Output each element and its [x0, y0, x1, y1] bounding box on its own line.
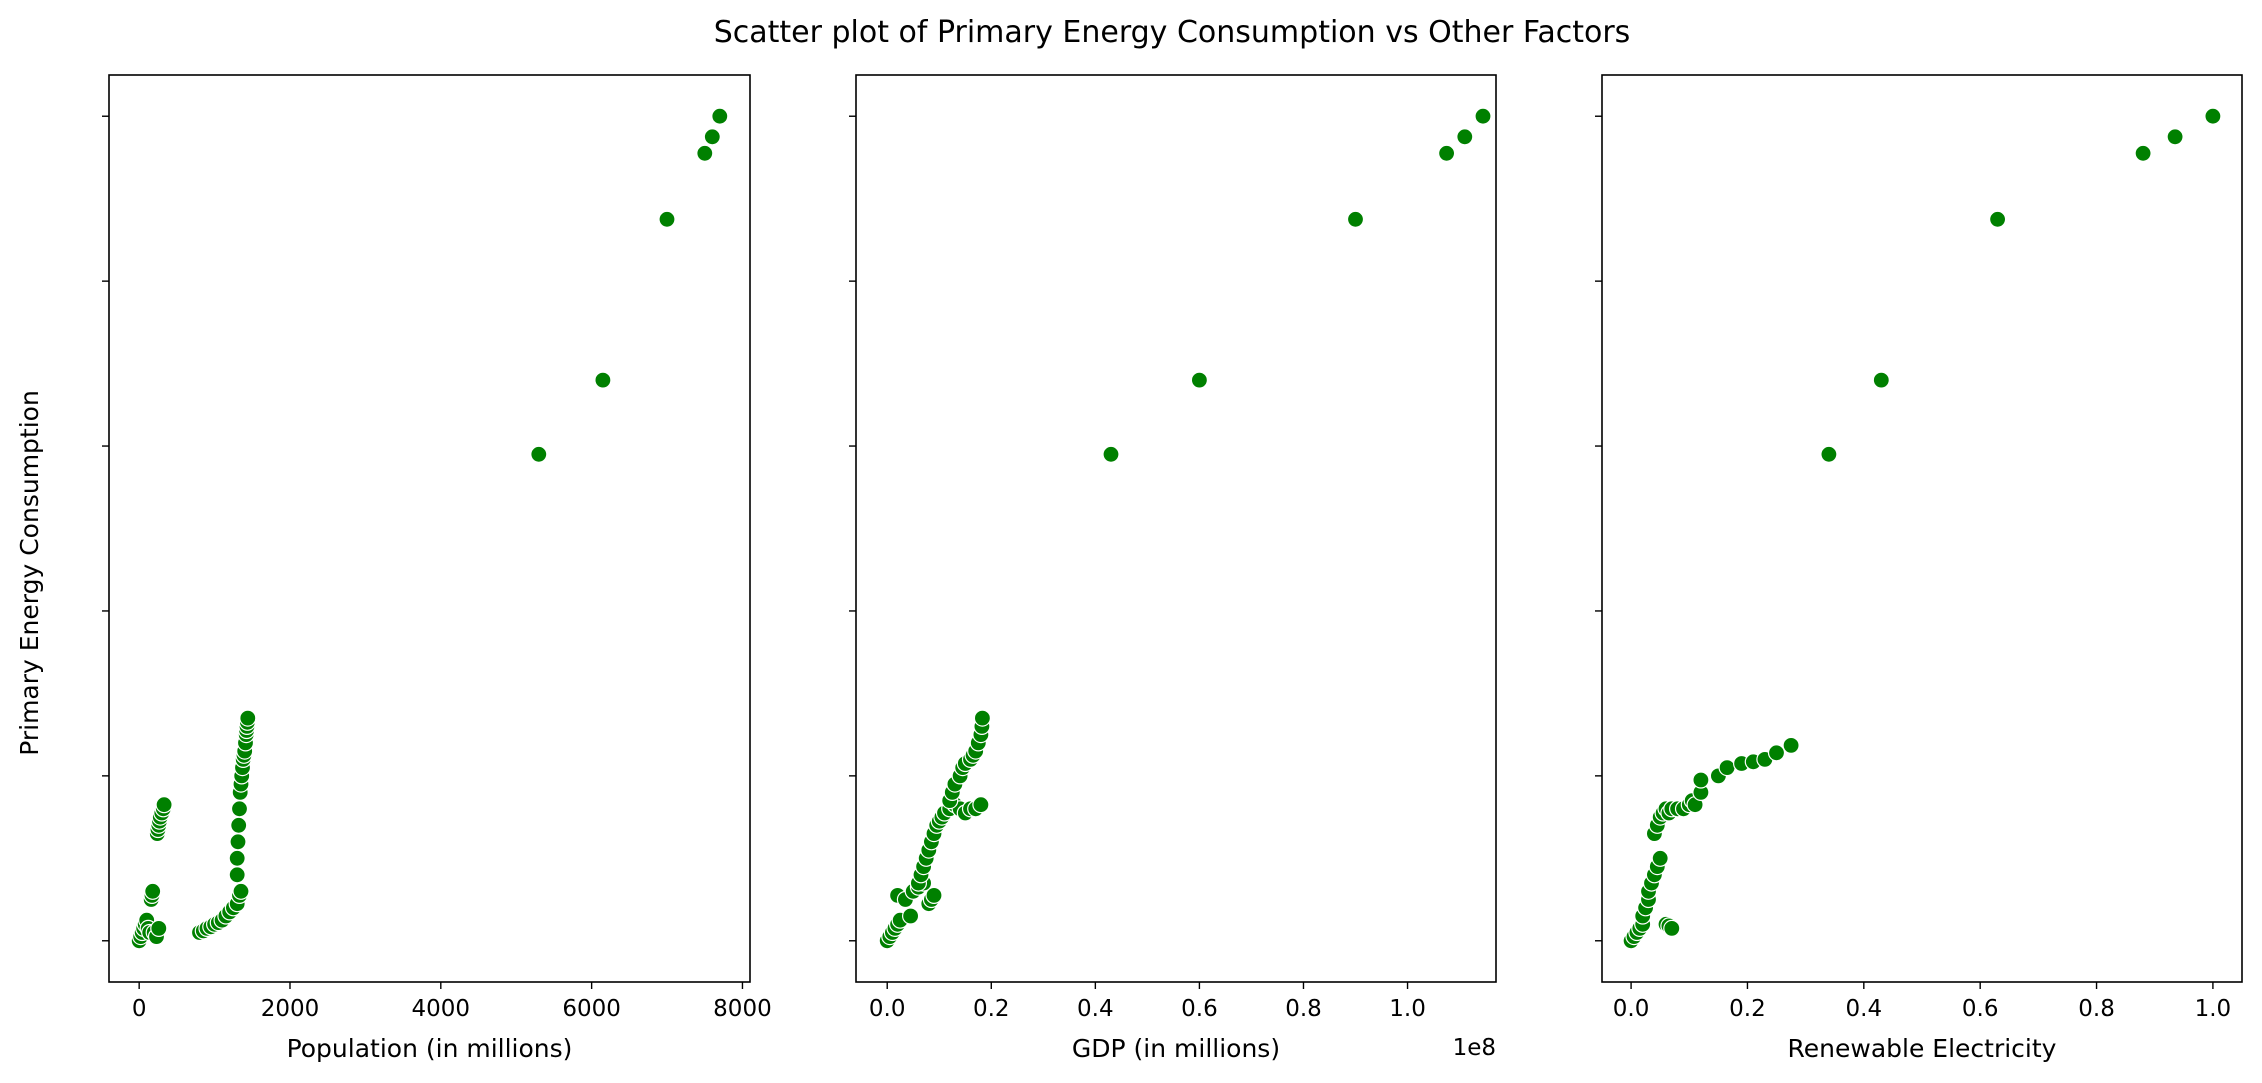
data-point	[973, 709, 992, 727]
data-point	[1782, 736, 1800, 755]
data-point	[230, 816, 248, 834]
scatter-points	[1622, 107, 2222, 950]
data-point	[155, 796, 173, 814]
x-tick-label: 1.0	[1389, 996, 1426, 1022]
x-tick-label: 0.0	[869, 996, 906, 1022]
axes-frame	[108, 74, 751, 983]
y-axis-label: Primary Energy Consumption	[15, 390, 44, 756]
x-tick-label: 4000	[412, 996, 471, 1022]
data-point	[232, 882, 250, 900]
x-tick-label: 0.6	[1181, 996, 1218, 1022]
data-point	[228, 849, 246, 867]
data-point	[229, 833, 247, 851]
x-tick-label: 0.4	[1077, 996, 1114, 1022]
data-point	[239, 709, 257, 727]
x-tick-label: 0.2	[1729, 996, 1766, 1022]
data-point	[1663, 919, 1681, 938]
subplot-3: 0.0 0.2 0.4 0.6 0.8 1.0 Renewable Electricity	[1595, 74, 2243, 1063]
data-point	[228, 866, 246, 884]
x-tick-label: 0.2	[973, 996, 1010, 1022]
data-point	[1767, 744, 1786, 762]
data-point	[972, 796, 990, 814]
data-point	[901, 907, 920, 925]
data-point	[703, 128, 721, 146]
data-point	[711, 107, 729, 125]
data-point	[2134, 144, 2152, 162]
data-point	[1718, 758, 1736, 777]
data-point	[1651, 849, 1669, 867]
data-point	[1474, 107, 1492, 125]
x-axis-label: GDP (in millions)	[1072, 1034, 1280, 1063]
x-offset-text: 1e8	[1453, 1035, 1496, 1061]
x-tick-label: 2000	[261, 996, 320, 1022]
data-point	[1456, 128, 1474, 146]
data-point	[1346, 210, 1365, 228]
scatter-points	[878, 107, 1492, 950]
scatter-points	[130, 107, 729, 950]
x-tick-label: 0.8	[2078, 996, 2115, 1022]
data-point	[1102, 445, 1120, 463]
data-point	[2204, 107, 2222, 125]
data-point	[1692, 771, 1710, 789]
x-tick-label: 0.8	[1285, 996, 1322, 1022]
data-point	[150, 919, 168, 938]
data-point	[530, 445, 548, 463]
x-axis-label: Population (in millions)	[287, 1034, 573, 1063]
data-point	[925, 886, 943, 905]
data-point	[1872, 371, 1890, 389]
x-tick-label: 1.0	[2195, 996, 2232, 1022]
data-point	[2166, 128, 2184, 146]
data-point	[1988, 210, 2007, 228]
data-point	[1190, 371, 1209, 389]
axes-frame	[1601, 74, 2243, 983]
x-tick-label: 8000	[713, 996, 772, 1022]
figure-title: Scatter plot of Primary Energy Consumpti…	[714, 15, 1631, 50]
axes-frame	[855, 74, 1497, 983]
x-tick-label: 0.0	[1613, 996, 1650, 1022]
x-tick-label: 6000	[562, 996, 621, 1022]
subplot-1: 0 2000 4000 6000 8000 Population (in millions…	[102, 74, 772, 1063]
data-point	[658, 210, 676, 228]
subplots: 0 2000 4000 6000 8000 Population (in millions…	[102, 74, 2243, 1063]
data-point	[594, 371, 612, 389]
x-tick-label: 0.6	[1962, 996, 1999, 1022]
subplot-2: 0.0 0.2 0.4 0.6 0.8 1.0 GDP (in millions) 1e8	[849, 74, 1497, 1063]
x-axis-label: Renewable Electricity	[1788, 1034, 2057, 1063]
data-point	[230, 800, 249, 818]
data-point	[144, 882, 162, 900]
data-point	[696, 144, 714, 162]
data-point	[1437, 144, 1456, 162]
data-point	[1820, 445, 1838, 463]
x-tick-label: 0	[132, 996, 147, 1022]
x-tick-label: 0.4	[1846, 996, 1883, 1022]
